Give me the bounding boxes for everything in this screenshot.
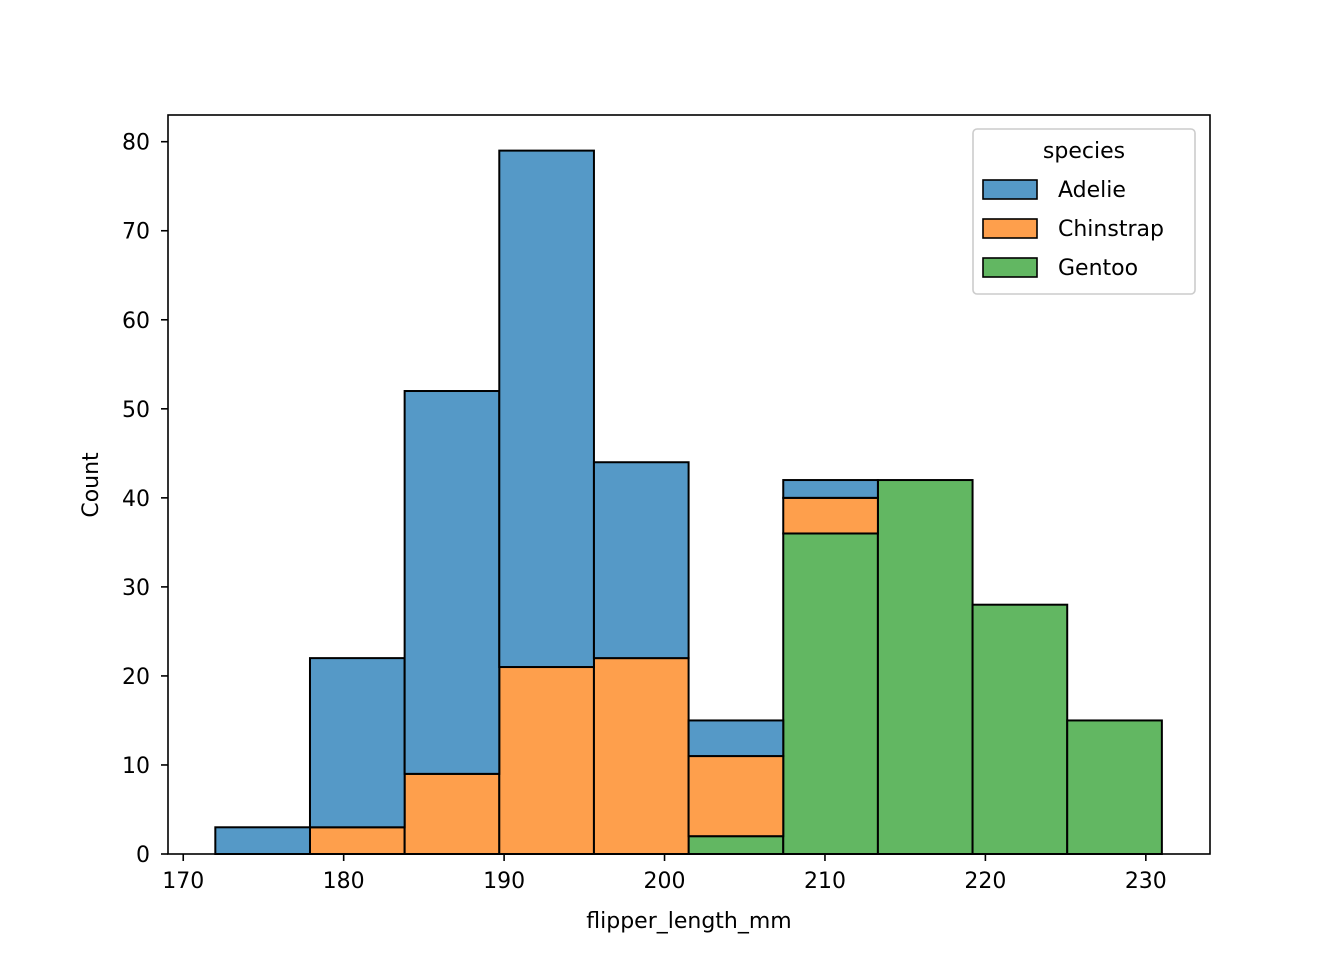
legend-label-adelie: Adelie xyxy=(1058,178,1126,203)
bar-gentoo-bin-9 xyxy=(1066,719,1163,856)
legend-title: species xyxy=(1043,139,1125,164)
bars-group xyxy=(214,149,1163,856)
bar-chinstrap-bin-1 xyxy=(308,826,406,856)
bar-adelie-bin-1 xyxy=(308,657,406,829)
x-tick-label: 170 xyxy=(162,869,204,894)
x-tick-label: 230 xyxy=(1125,869,1167,894)
y-tick-label: 70 xyxy=(122,220,150,245)
bar-adelie-bin-5 xyxy=(687,719,785,758)
y-axis-label: Count xyxy=(79,452,104,518)
bar-gentoo-bin-6 xyxy=(782,532,879,856)
x-tick-label: 180 xyxy=(323,869,365,894)
bar-adelie-bin-2 xyxy=(403,390,501,775)
legend: species Adelie Chinstrap Gentoo xyxy=(972,128,1196,295)
y-tick-label: 80 xyxy=(122,131,150,156)
plot-frame xyxy=(167,114,1211,855)
legend-frame xyxy=(972,128,1196,295)
bar-chinstrap-bin-6 xyxy=(782,496,879,535)
x-tick-label: 190 xyxy=(483,869,525,894)
y-axis: 0 10 20 30 40 50 60 70 80 xyxy=(122,131,168,868)
legend-label-gentoo: Gentoo xyxy=(1058,256,1138,281)
bar-gentoo-bin-5 xyxy=(687,835,785,855)
x-tick-label: 210 xyxy=(804,869,846,894)
y-tick-label: 50 xyxy=(122,398,150,423)
x-axis-label: flipper_length_mm xyxy=(586,909,791,934)
legend-swatch-adelie xyxy=(982,179,1038,200)
bar-chinstrap-bin-2 xyxy=(403,772,501,856)
x-tick-label: 220 xyxy=(964,869,1006,894)
bar-adelie-bin-0 xyxy=(214,826,311,856)
y-tick-label: 20 xyxy=(122,665,150,690)
y-tick-label: 10 xyxy=(122,754,150,779)
bar-chinstrap-bin-4 xyxy=(592,657,690,855)
y-tick-label: 40 xyxy=(122,487,150,512)
legend-swatch-chinstrap xyxy=(982,218,1038,239)
x-tick-label: 200 xyxy=(644,869,686,894)
legend-label-chinstrap: Chinstrap xyxy=(1058,217,1164,242)
bar-adelie-bin-4 xyxy=(592,461,690,660)
bar-chinstrap-bin-5 xyxy=(687,755,785,838)
bar-chinstrap-bin-3 xyxy=(498,666,595,856)
bar-gentoo-bin-7 xyxy=(876,479,974,855)
y-tick-label: 60 xyxy=(122,309,150,334)
bar-gentoo-bin-8 xyxy=(971,603,1069,855)
bar-adelie-bin-6 xyxy=(782,479,879,499)
x-axis: 170 180 190 200 210 220 230 xyxy=(162,854,1167,894)
legend-swatch-gentoo xyxy=(982,257,1038,278)
y-tick-label: 30 xyxy=(122,576,150,601)
bar-adelie-bin-3 xyxy=(498,149,595,669)
y-tick-label: 0 xyxy=(136,843,150,868)
